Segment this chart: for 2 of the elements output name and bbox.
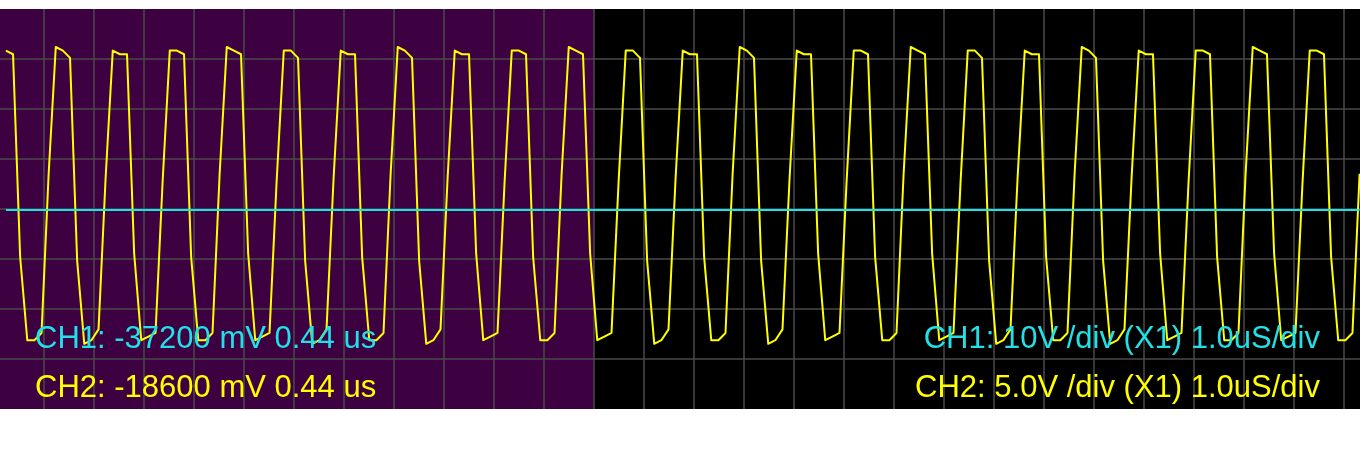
annotation: CH2: 5.0V /div (X1) 1.0uS/div <box>915 369 1321 404</box>
annotation: CH2: -18600 mV 0.44 us <box>35 369 377 404</box>
